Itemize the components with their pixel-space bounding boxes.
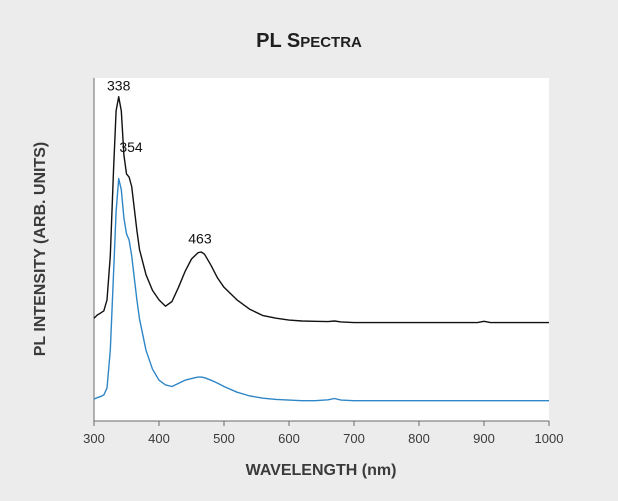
- chart-title: PL SPECTRA: [256, 30, 362, 52]
- peak-label: 338: [107, 78, 131, 94]
- y-axis-title: PL INTENSITY (ARB. UNITS): [32, 142, 49, 357]
- x-tick-label: 500: [213, 431, 235, 446]
- x-tick-label: 800: [408, 431, 430, 446]
- annotation-layer: 338 354 463: [107, 78, 212, 247]
- x-tick-label: 900: [473, 431, 495, 446]
- peak-label: 354: [119, 139, 143, 155]
- peak-label: 463: [188, 231, 212, 247]
- series-layer: [93, 96, 549, 402]
- plot-area: [94, 78, 549, 421]
- chart-title-main: PL S: [256, 30, 300, 52]
- x-axis-title: WAVELENGTH (nm): [246, 462, 397, 479]
- x-tick-label: 600: [278, 431, 300, 446]
- series-line-1: [93, 96, 549, 324]
- series-line-2: [93, 177, 549, 402]
- x-ticks: 300 400 500 600 700 800 900 1000: [83, 421, 563, 446]
- x-tick-label: 700: [343, 431, 365, 446]
- x-tick-label: 400: [148, 431, 170, 446]
- x-tick-label: 1000: [535, 431, 564, 446]
- chart-title-smallcaps: PECTRA: [300, 34, 362, 51]
- x-tick-label: 300: [83, 431, 105, 446]
